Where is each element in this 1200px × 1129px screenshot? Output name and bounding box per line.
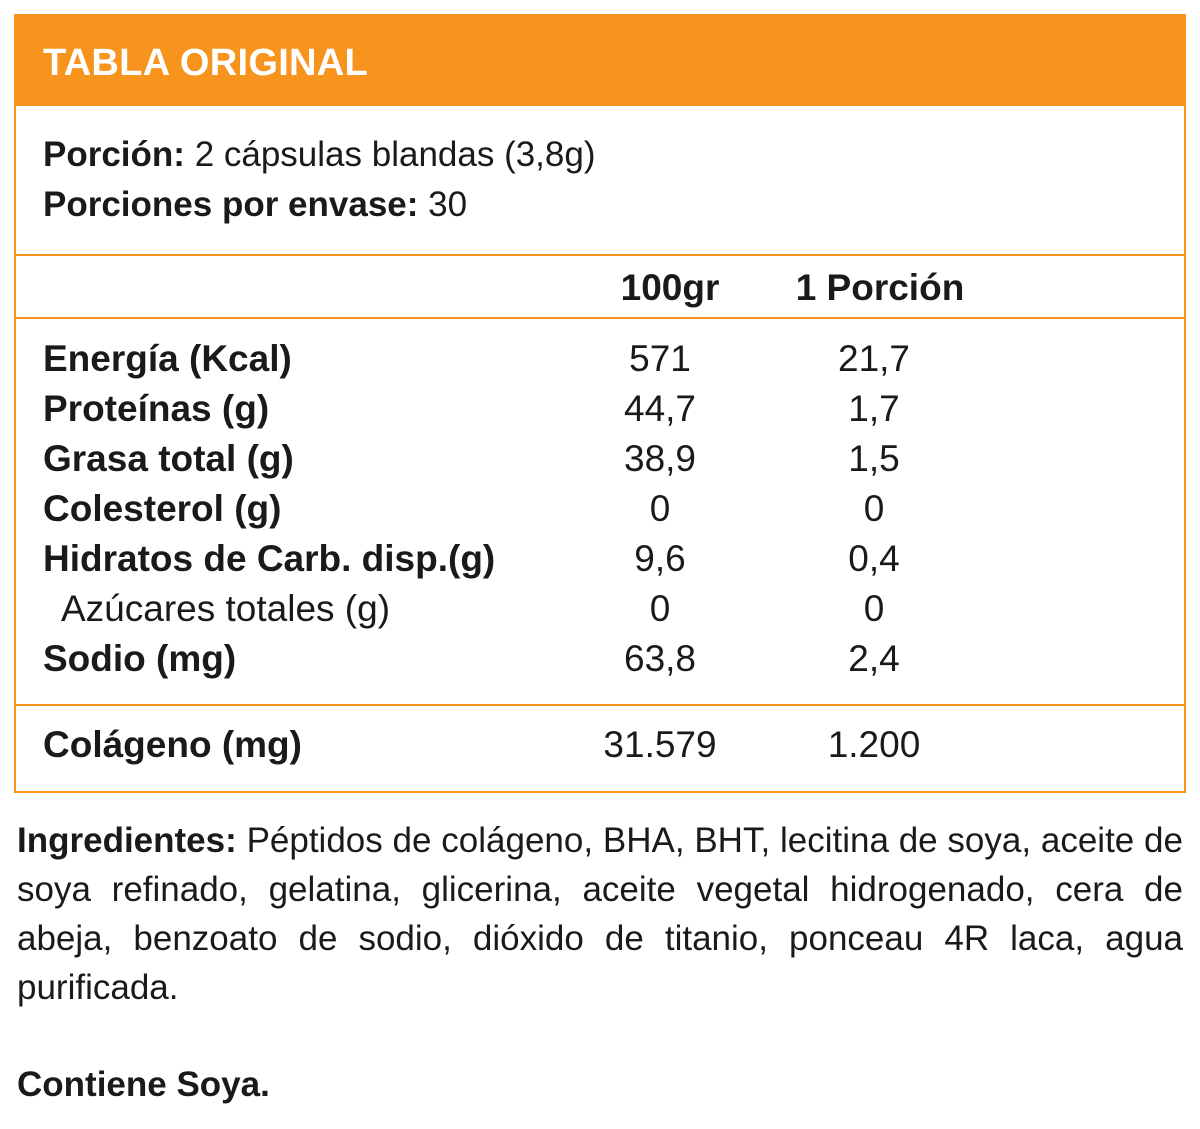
row-value-portion: 0,4 xyxy=(848,538,900,579)
row-value-portion: 1.200 xyxy=(827,724,921,765)
row-label: Grasa total (g) xyxy=(43,438,294,479)
row-label: Proteínas (g) xyxy=(43,388,270,429)
row-label: Colesterol (g) xyxy=(43,488,282,529)
column-header-100gr: 100gr xyxy=(620,267,720,308)
allergen-note: Contiene Soya. xyxy=(17,1065,270,1104)
table-row: Sodio (mg) 63,8 2,4 xyxy=(16,634,1184,684)
servings-per-container-label: Porciones por envase: xyxy=(43,185,419,224)
table-header: TABLA ORIGINAL xyxy=(16,16,1184,106)
nutrition-table: TABLA ORIGINAL Porción: 2 cápsulas bland… xyxy=(14,14,1186,793)
ingredients-paragraph: Ingredientes: Péptidos de colágeno, BHA,… xyxy=(17,816,1183,1012)
row-value-100gr: 9,6 xyxy=(634,538,686,579)
row-value-portion: 0 xyxy=(863,488,885,529)
row-label: Colágeno (mg) xyxy=(43,724,302,765)
serving-size-value: 2 cápsulas blandas (3,8g) xyxy=(194,135,596,174)
row-value-100gr: 44,7 xyxy=(623,388,697,429)
servings-per-container: Porciones por envase: 30 xyxy=(43,184,467,226)
table-row: Grasa total (g) 38,9 1,5 xyxy=(16,434,1184,484)
row-value-portion: 21,7 xyxy=(837,338,911,379)
divider xyxy=(16,704,1184,706)
divider xyxy=(16,317,1184,319)
row-value-portion: 1,7 xyxy=(848,388,900,429)
table-row: Proteínas (g) 44,7 1,7 xyxy=(16,384,1184,434)
table-row: Energía (Kcal) 571 21,7 xyxy=(16,334,1184,384)
row-value-portion: 1,5 xyxy=(848,438,900,479)
row-label: Energía (Kcal) xyxy=(43,338,292,379)
servings-per-container-value: 30 xyxy=(428,185,468,224)
row-value-100gr: 38,9 xyxy=(623,438,697,479)
serving-size: Porción: 2 cápsulas blandas (3,8g) xyxy=(43,134,596,176)
row-value-100gr: 0 xyxy=(649,588,671,629)
row-value-100gr: 31.579 xyxy=(603,724,717,765)
column-header-portion: 1 Porción xyxy=(795,267,965,308)
row-label: Azúcares totales (g) xyxy=(61,588,391,629)
serving-size-label: Porción: xyxy=(43,135,185,174)
table-row: Azúcares totales (g) 0 0 xyxy=(16,584,1184,634)
row-label: Sodio (mg) xyxy=(43,638,237,679)
table-row: Hidratos de Carb. disp.(g) 9,6 0,4 xyxy=(16,534,1184,584)
row-value-100gr: 571 xyxy=(629,338,691,379)
ingredients-text: Péptidos de colágeno, BHA, BHT, lecitina… xyxy=(17,821,1183,1007)
table-row-collagen: Colágeno (mg) 31.579 1.200 xyxy=(16,720,1184,770)
table-row: Colesterol (g) 0 0 xyxy=(16,484,1184,534)
row-value-portion: 2,4 xyxy=(848,638,900,679)
row-label: Hidratos de Carb. disp.(g) xyxy=(43,538,496,579)
row-value-100gr: 0 xyxy=(649,488,671,529)
ingredients-label: Ingredientes: xyxy=(17,821,237,860)
divider xyxy=(16,254,1184,256)
table-title: TABLA ORIGINAL xyxy=(43,42,369,84)
row-value-portion: 0 xyxy=(863,588,885,629)
row-value-100gr: 63,8 xyxy=(623,638,697,679)
